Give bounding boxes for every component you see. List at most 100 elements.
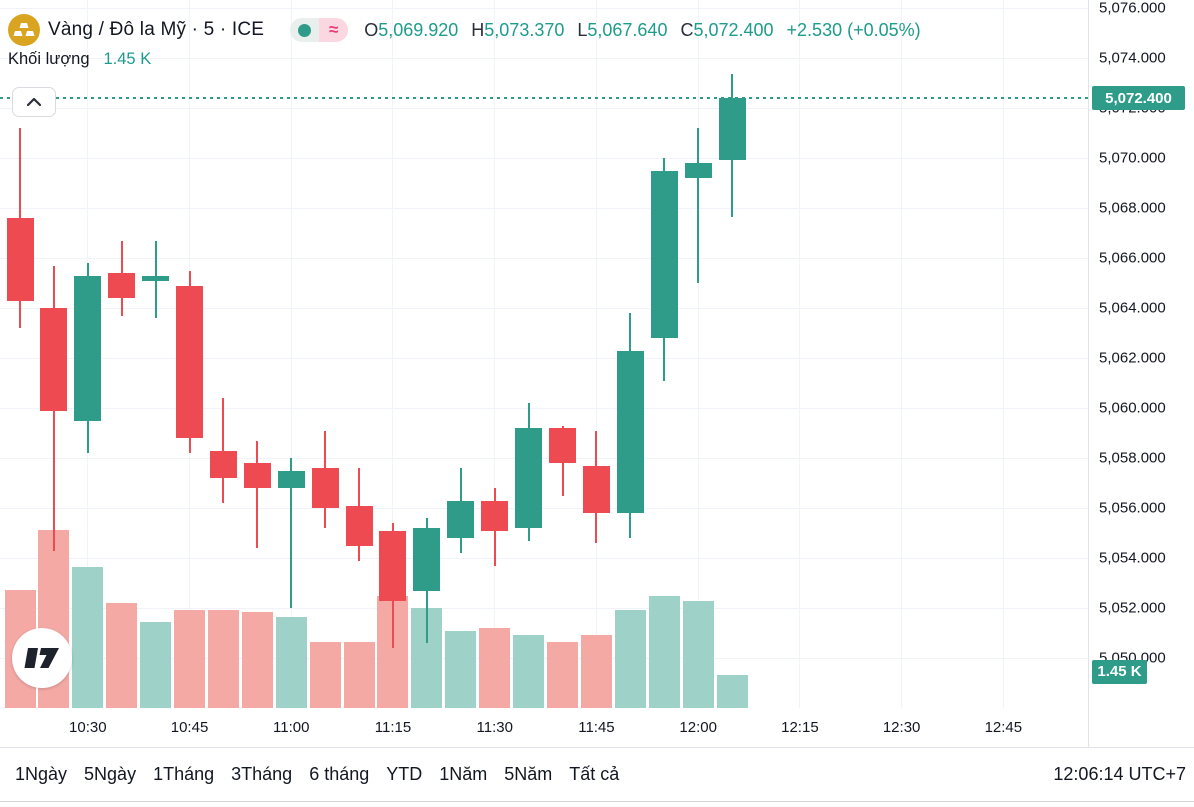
candle-down bbox=[379, 530, 407, 601]
current-price-badge: 5,072.400 bbox=[1092, 86, 1185, 110]
time-axis[interactable]: 10:30 10:45 11:00 11:15 11:30 11:45 12:00 12:15… bbox=[0, 708, 1194, 747]
price-tick-label: 5,066.000 bbox=[1099, 249, 1166, 267]
volume-bar bbox=[648, 596, 680, 708]
candle-up bbox=[74, 275, 102, 421]
chevron-up-icon bbox=[27, 98, 41, 106]
symbol-title[interactable]: Vàng / Đô la Mỹ · 5 · ICE bbox=[48, 19, 265, 40]
low-value: 5,067.640 bbox=[587, 19, 668, 40]
time-tick-label: 11:45 bbox=[578, 719, 615, 736]
volume-bar bbox=[513, 635, 545, 708]
range-button-ytd[interactable]: YTD bbox=[386, 764, 423, 784]
price-tick-label: 5,054.000 bbox=[1099, 549, 1166, 567]
price-tick-label: 5,076.000 bbox=[1099, 0, 1166, 17]
candle-down bbox=[40, 308, 68, 411]
current-price-line bbox=[0, 97, 1088, 99]
range-button-1năm[interactable]: 1Năm bbox=[439, 764, 488, 784]
gridline-vertical bbox=[595, 0, 597, 708]
collapse-legend-button[interactable] bbox=[12, 87, 56, 117]
price-tick-label: 5,064.000 bbox=[1099, 299, 1166, 317]
bottom-toolbar: 1Ngày 5Ngày 1Tháng 3Tháng 6 tháng YTD 1Năm 5Năm… bbox=[0, 747, 1194, 802]
gridline-vertical bbox=[392, 0, 394, 708]
gridline-horizontal bbox=[0, 507, 1088, 509]
market-open-indicator bbox=[290, 18, 320, 42]
candle-up bbox=[718, 98, 746, 160]
gridline-horizontal bbox=[0, 57, 1088, 59]
gridline-horizontal bbox=[0, 257, 1088, 259]
candle-up bbox=[142, 275, 170, 281]
low-label: L bbox=[577, 19, 588, 40]
volume-bar bbox=[72, 566, 104, 708]
candle-up bbox=[515, 428, 543, 528]
volume-bar bbox=[580, 635, 612, 708]
range-button-3tháng[interactable]: 3Tháng bbox=[231, 764, 293, 784]
volume-bar bbox=[309, 641, 341, 708]
gridline-vertical bbox=[799, 0, 801, 708]
date-range-buttons: 1Ngày 5Ngày 1Tháng 3Tháng 6 tháng YTD 1Năm 5Năm… bbox=[15, 764, 619, 785]
price-tick-label: 5,060.000 bbox=[1099, 399, 1166, 417]
close-value: 5,072.400 bbox=[693, 19, 774, 40]
price-tick-label: 5,056.000 bbox=[1099, 499, 1166, 517]
time-tick-label: 10:30 bbox=[69, 719, 107, 736]
gold-symbol-icon bbox=[8, 14, 40, 46]
volume-bar bbox=[716, 674, 748, 708]
range-button-1tháng[interactable]: 1Tháng bbox=[153, 764, 215, 784]
price-axis[interactable]: 5,076.0005,074.0005,072.0005,070.0005,06… bbox=[1088, 0, 1194, 747]
range-button-6-tháng[interactable]: 6 tháng bbox=[309, 764, 370, 784]
volume-bar bbox=[241, 612, 273, 708]
time-tick-label: 10:45 bbox=[170, 719, 209, 736]
high-label: H bbox=[471, 19, 485, 40]
time-tick-label: 12:30 bbox=[882, 719, 921, 736]
gridline-horizontal bbox=[0, 357, 1088, 359]
gridline-horizontal bbox=[0, 7, 1088, 9]
time-tick-label: 12:00 bbox=[679, 719, 717, 736]
candle-down bbox=[6, 218, 34, 301]
volume-current-value: 1.45 K bbox=[103, 50, 152, 68]
volume-legend: Khối lượng 1.45 K bbox=[8, 50, 151, 69]
candle-down bbox=[311, 468, 339, 508]
volume-bar bbox=[614, 610, 646, 708]
clock[interactable]: 12:06:14 UTC+7 bbox=[1053, 764, 1186, 784]
market-status-pill[interactable]: ≈ bbox=[290, 18, 349, 42]
candle-wick bbox=[256, 440, 259, 548]
candle-up bbox=[684, 163, 712, 178]
range-button-5năm[interactable]: 5Năm bbox=[504, 764, 553, 784]
high-value: 5,073.370 bbox=[484, 19, 565, 40]
time-tick-label: 11:00 bbox=[273, 719, 310, 736]
volume-bar bbox=[106, 603, 138, 708]
gridline-horizontal bbox=[0, 457, 1088, 459]
candle-wick bbox=[290, 458, 293, 608]
gold-bars-glyph bbox=[13, 23, 35, 36]
candle-down bbox=[176, 285, 204, 438]
volume-bar bbox=[445, 630, 477, 708]
open-value: 5,069.920 bbox=[378, 19, 459, 40]
volume-bar bbox=[682, 601, 714, 708]
candle-up bbox=[277, 470, 305, 488]
gridline-horizontal bbox=[0, 407, 1088, 409]
range-button-5ngày[interactable]: 5Ngày bbox=[84, 764, 137, 784]
gridline-horizontal bbox=[0, 607, 1088, 609]
volume-label: Khối lượng bbox=[8, 50, 90, 68]
volume-bar bbox=[174, 610, 206, 708]
price-tick-label: 5,070.000 bbox=[1099, 149, 1166, 167]
gridline-vertical bbox=[901, 0, 903, 708]
gridline-horizontal bbox=[0, 107, 1088, 109]
price-tick-label: 5,074.000 bbox=[1099, 49, 1166, 67]
candle-down bbox=[108, 273, 136, 298]
price-tick-label: 5,052.000 bbox=[1099, 599, 1166, 617]
range-button-tất-cả[interactable]: Tất cả bbox=[569, 764, 620, 784]
candle-down bbox=[243, 463, 271, 488]
legend: Vàng / Đô la Mỹ · 5 · ICE ≈ O5,069.920 H… bbox=[8, 13, 921, 47]
candle-up bbox=[650, 170, 678, 338]
range-button-1ngày[interactable]: 1Ngày bbox=[15, 764, 68, 784]
tradingview-logo[interactable] bbox=[12, 628, 72, 688]
gridline-horizontal bbox=[0, 307, 1088, 309]
price-tick-label: 5,062.000 bbox=[1099, 349, 1166, 367]
candle-down bbox=[481, 500, 509, 531]
gridline-vertical bbox=[697, 0, 699, 708]
gridline-vertical bbox=[1002, 0, 1004, 708]
candle-down bbox=[582, 465, 610, 513]
current-volume-badge: 1.45 K bbox=[1092, 659, 1147, 684]
volume-bar bbox=[275, 616, 307, 708]
